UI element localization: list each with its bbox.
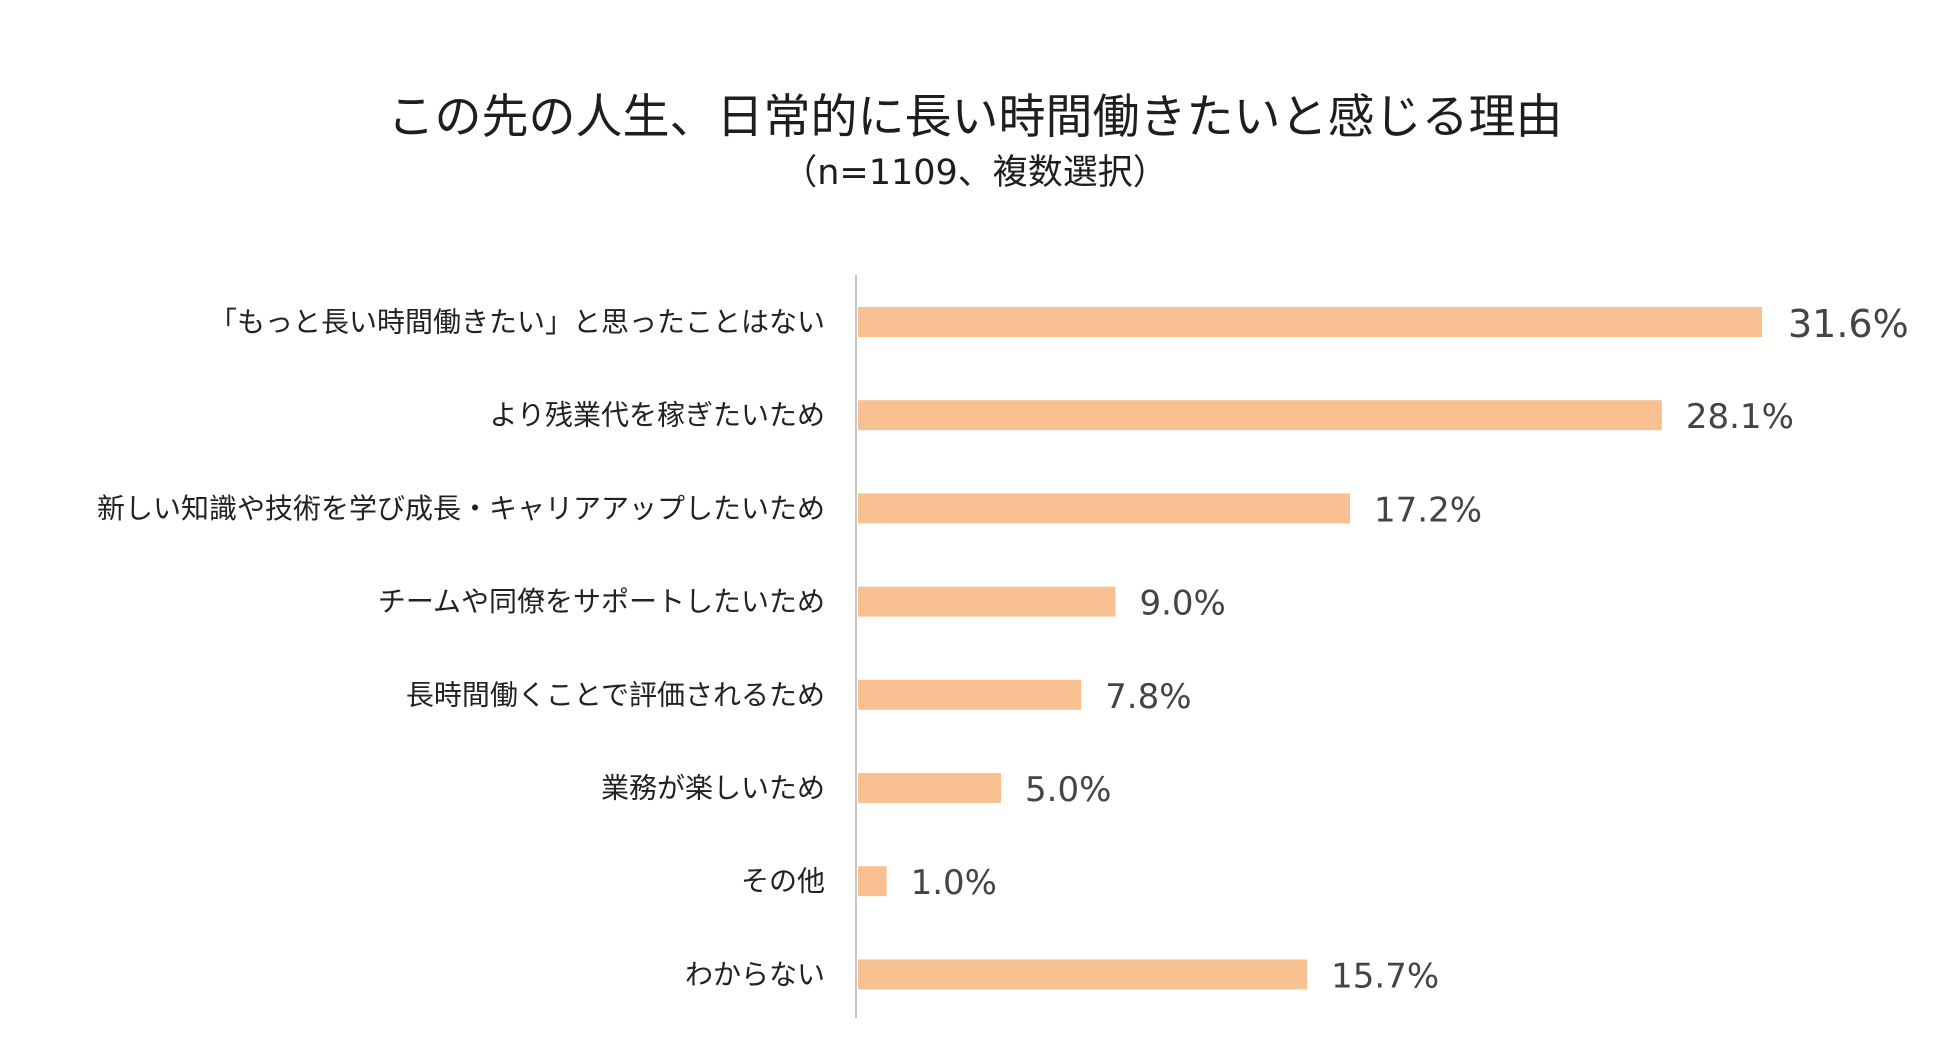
category-label: 長時間働くことで評価されるため <box>406 678 825 711</box>
category-label: より残業代を稼ぎたいため <box>490 399 825 432</box>
chart-title: この先の人生、日常的に長い時間働きたいと感じる理由 <box>387 90 1563 145</box>
value-label: 1.0% <box>911 863 997 903</box>
value-label: 31.6% <box>1788 302 1909 346</box>
value-label: 9.0% <box>1139 584 1225 624</box>
bar <box>858 586 1116 617</box>
category-label: 業務が楽しいため <box>601 772 825 805</box>
chart-subtitle: （n=1109、複数選択） <box>782 153 1168 193</box>
category-label: その他 <box>741 865 825 898</box>
bar <box>858 493 1351 524</box>
value-label: 5.0% <box>1025 770 1111 810</box>
value-label: 15.7% <box>1331 956 1439 996</box>
bar <box>858 959 1308 990</box>
bar <box>858 773 1002 803</box>
bar <box>858 679 1082 710</box>
bar <box>858 400 1662 431</box>
bar <box>858 307 1762 337</box>
category-label: 新しい知識や技術を学び成長・キャリアアップしたいため <box>97 492 825 525</box>
value-label: 28.1% <box>1686 397 1794 437</box>
bar <box>858 866 887 897</box>
value-label: 7.8% <box>1105 677 1191 717</box>
value-label: 17.2% <box>1374 490 1482 530</box>
category-label: わからない <box>685 958 825 991</box>
category-label: チームや同僚をサポートしたいため <box>378 585 825 618</box>
category-label: 「もっと長い時間働きたい」と思ったことはない <box>209 306 825 339</box>
